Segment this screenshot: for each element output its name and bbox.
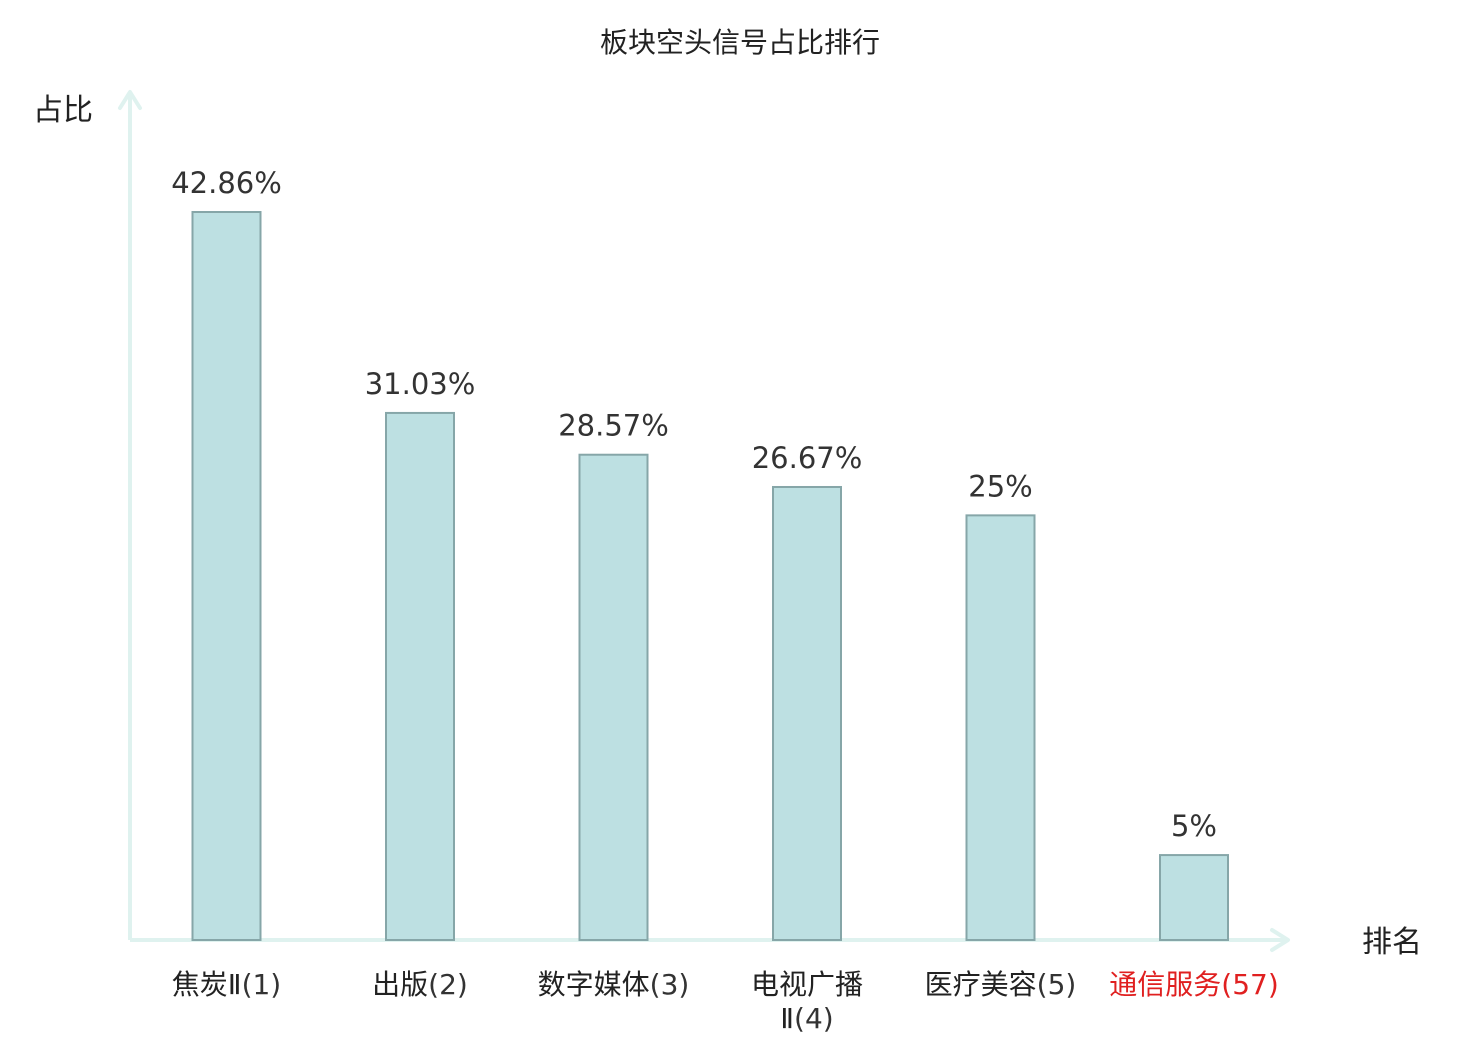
bar-value-label: 42.86% — [171, 166, 282, 200]
x-tick-label: 医疗美容(5) — [925, 968, 1077, 1001]
bar-value-label: 28.57% — [558, 409, 669, 443]
chart-title: 板块空头信号占比排行 — [600, 26, 880, 59]
bar — [1159, 854, 1229, 941]
x-tick-rank: (3) — [650, 968, 690, 1001]
x-tick-rank: (57) — [1221, 968, 1278, 1001]
y-axis-label: 占比 — [33, 93, 93, 128]
bar-value-label: 26.67% — [752, 441, 863, 475]
x-tick-label: 通信服务(57) — [1109, 968, 1279, 1001]
bar — [965, 514, 1036, 941]
x-tick-name: 数字媒体 — [538, 968, 650, 1001]
x-tick-name: 出版 — [372, 968, 428, 1001]
value-labels: 42.86% 31.03% 28.57% 26.67% 25% 5% — [171, 166, 1217, 843]
x-tick-label: 出版(2) — [372, 968, 468, 1001]
x-tick-name: 电视广播 — [751, 968, 863, 1001]
x-tick-rank: (1) — [242, 968, 282, 1001]
axes — [118, 90, 1290, 952]
x-tick-name: 通信服务 — [1109, 968, 1221, 1001]
bar — [772, 485, 842, 941]
y-axis-arrow — [118, 90, 142, 110]
x-tick-rank: (5) — [1037, 968, 1077, 1001]
bar — [578, 453, 649, 941]
bar-value-label: 31.03% — [365, 367, 476, 401]
bar — [191, 211, 262, 941]
bar-series — [191, 211, 1229, 942]
x-tick-label: 电视广播 Ⅱ(4) — [751, 968, 863, 1035]
x-axis-arrow — [1270, 928, 1290, 952]
bar-value-label: 5% — [1171, 809, 1217, 843]
x-tick-label: 数字媒体(3) — [538, 968, 690, 1001]
x-tick-name: 焦炭Ⅱ — [172, 968, 242, 1001]
x-tick-name-cont: Ⅱ — [780, 1002, 794, 1035]
x-tick-rank: (2) — [428, 968, 468, 1001]
x-tick-rank: (4) — [794, 1002, 834, 1035]
bar — [385, 411, 455, 942]
x-tick-label: 焦炭Ⅱ(1) — [172, 968, 281, 1001]
bar-value-label: 25% — [968, 469, 1032, 503]
x-tick-labels: 焦炭Ⅱ(1) 出版(2) 数字媒体(3) 电视广播 Ⅱ(4) 医疗美容(5) 通信服务(57… — [172, 968, 1279, 1035]
x-tick-name: 医疗美容 — [925, 968, 1037, 1001]
x-axis-label: 排名 — [1362, 925, 1422, 960]
